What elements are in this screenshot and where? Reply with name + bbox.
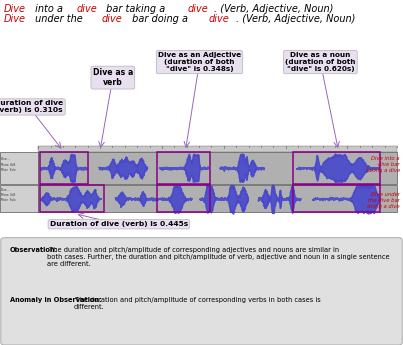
Text: Observation:: Observation: <box>10 247 58 253</box>
Text: into a: into a <box>32 4 66 14</box>
Text: Duration of dive
(verb) is 0.310s: Duration of dive (verb) is 0.310s <box>0 100 64 114</box>
Text: Dive: Dive <box>4 14 26 24</box>
Text: dive: dive <box>102 14 123 24</box>
Text: Dive into a
dive bar
taking a dive: Dive into a dive bar taking a dive <box>366 156 400 173</box>
Text: Duration of dive (verb) is 0.445s: Duration of dive (verb) is 0.445s <box>50 221 188 227</box>
Text: Mono, 0dB: Mono, 0dB <box>1 193 16 197</box>
Text: dive: dive <box>209 14 230 24</box>
Text: Dive as an Adjective
(duration of both
"dive" is 0.348s): Dive as an Adjective (duration of both "… <box>158 52 241 72</box>
Text: under the: under the <box>32 14 86 24</box>
Text: Dive...: Dive... <box>1 157 11 161</box>
Text: Dive as a
verb: Dive as a verb <box>93 68 133 87</box>
Text: The duration and pitch/amplitude of corresponding adjectives and nouns are simil: The duration and pitch/amplitude of corr… <box>47 247 390 267</box>
Text: . (Verb, Adjective, Noun): . (Verb, Adjective, Noun) <box>214 4 334 14</box>
FancyBboxPatch shape <box>0 185 38 212</box>
FancyBboxPatch shape <box>38 152 397 184</box>
Text: Mono, 0dB: Mono, 0dB <box>1 162 16 167</box>
FancyBboxPatch shape <box>38 185 397 212</box>
Text: dive: dive <box>77 4 97 14</box>
Text: dive: dive <box>187 4 208 14</box>
Text: Mute  Solo: Mute Solo <box>1 168 16 172</box>
Text: bar taking a: bar taking a <box>103 4 168 14</box>
Text: . (Verb, Adjective, Noun): . (Verb, Adjective, Noun) <box>236 14 355 24</box>
FancyBboxPatch shape <box>38 146 397 152</box>
Text: Dive...: Dive... <box>1 188 11 192</box>
Text: The duration and pitch/amplitude of corresponding verbs in both cases is
differe: The duration and pitch/amplitude of corr… <box>73 297 321 310</box>
Text: Mute  Solo: Mute Solo <box>1 198 16 203</box>
Text: Anomaly in Observation:: Anomaly in Observation: <box>10 297 102 303</box>
FancyBboxPatch shape <box>0 152 38 184</box>
Text: Dive as a noun
(duration of both
"dive" is 0.620s): Dive as a noun (duration of both "dive" … <box>285 52 355 72</box>
Text: Dive: Dive <box>4 4 26 14</box>
Text: bar doing a: bar doing a <box>129 14 191 24</box>
FancyBboxPatch shape <box>1 238 402 345</box>
Text: Dive under
the dive bar
doing a dive: Dive under the dive bar doing a dive <box>367 192 400 209</box>
